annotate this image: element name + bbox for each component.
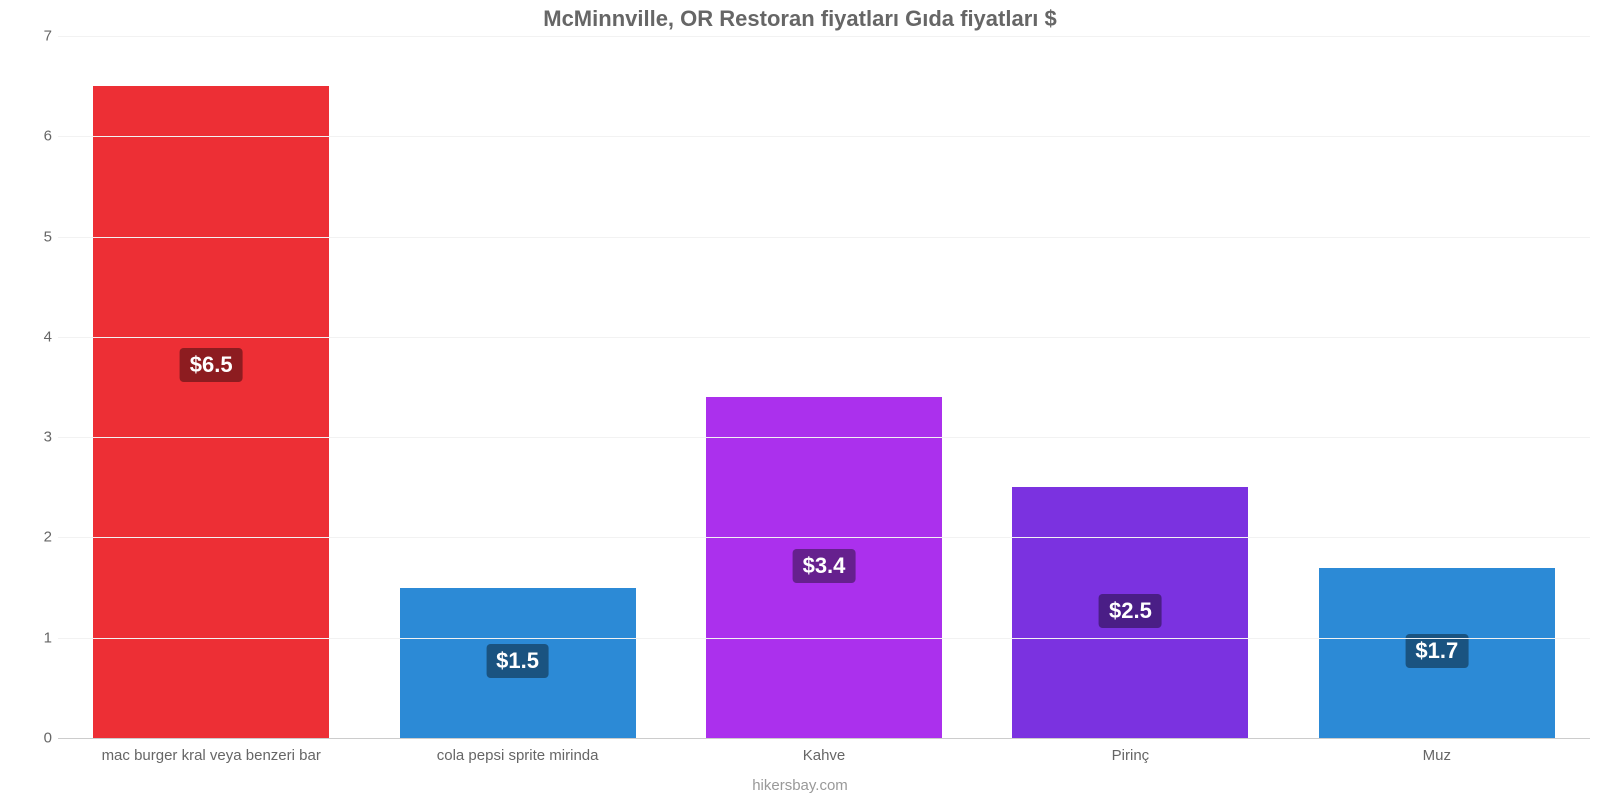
y-tick-label: 0 — [44, 730, 52, 747]
gridline — [58, 638, 1590, 639]
y-tick-label: 7 — [44, 28, 52, 45]
gridline — [58, 437, 1590, 438]
x-axis-label: Pirinç — [977, 747, 1283, 764]
bar: $1.7 — [1319, 568, 1555, 738]
bar-slot: $3.4 — [671, 36, 977, 738]
bar: $2.5 — [1012, 487, 1248, 738]
bar-value-badge: $1.5 — [486, 644, 549, 678]
chart-footer: hikersbay.com — [0, 777, 1600, 794]
gridline — [58, 337, 1590, 338]
chart-area: 01234567 $6.5$1.5$3.4$2.5$1.7 — [40, 36, 1590, 738]
plot-area: 01234567 $6.5$1.5$3.4$2.5$1.7 — [58, 36, 1590, 738]
gridline — [58, 136, 1590, 137]
bar-slot: $1.7 — [1284, 36, 1590, 738]
bar-slot: $6.5 — [58, 36, 364, 738]
bar-value-badge: $1.7 — [1405, 634, 1468, 668]
y-tick-label: 6 — [44, 128, 52, 145]
y-axis: 01234567 — [26, 36, 56, 738]
y-tick-label: 3 — [44, 429, 52, 446]
bar-value-badge: $6.5 — [180, 348, 243, 382]
x-axis-label: Kahve — [671, 747, 977, 764]
gridline — [58, 537, 1590, 538]
y-tick-label: 2 — [44, 529, 52, 546]
gridline — [58, 36, 1590, 37]
y-tick-label: 4 — [44, 328, 52, 345]
y-tick-label: 5 — [44, 228, 52, 245]
x-axis-label: mac burger kral veya benzeri bar — [58, 747, 364, 764]
gridline — [58, 237, 1590, 238]
x-axis-labels: mac burger kral veya benzeri barcola pep… — [58, 747, 1590, 764]
chart-title: McMinnville, OR Restoran fiyatları Gıda … — [0, 0, 1600, 36]
x-axis-label: Muz — [1284, 747, 1590, 764]
gridline — [58, 738, 1590, 739]
bar-slot: $1.5 — [364, 36, 670, 738]
y-tick-label: 1 — [44, 629, 52, 646]
bar: $3.4 — [706, 397, 942, 738]
bar: $6.5 — [93, 86, 329, 738]
bars-container: $6.5 $1.5 $3.4 $2.5 $1.7 — [58, 36, 1590, 738]
bar-value-badge: $3.4 — [793, 549, 856, 583]
bar-value-badge: $2.5 — [1099, 594, 1162, 628]
x-axis-label: cola pepsi sprite mirinda — [364, 747, 670, 764]
bar-slot: $2.5 — [977, 36, 1283, 738]
bar: $1.5 — [400, 588, 636, 738]
